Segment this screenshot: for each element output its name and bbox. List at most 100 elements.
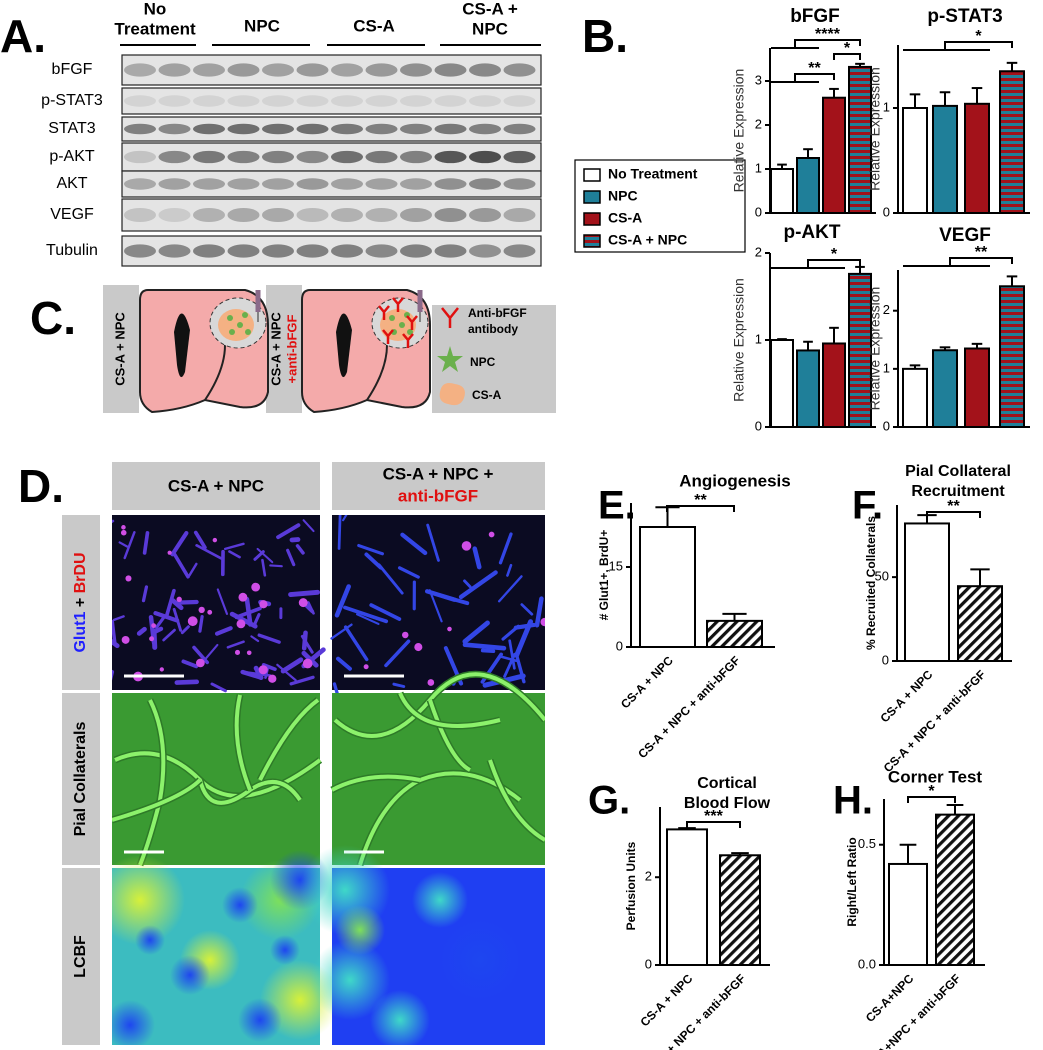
row-label-part: Glut1: [72, 612, 89, 653]
panel-letter: G.: [588, 779, 630, 823]
vessel-stain: [112, 669, 115, 681]
vessel-stain: [118, 541, 129, 548]
blot-band: [400, 63, 432, 77]
bar: [822, 342, 846, 429]
vessel-stain: [162, 628, 176, 642]
significance-bracket: [666, 505, 735, 512]
brdu-stain: [212, 537, 218, 543]
brdu-stain: [268, 674, 277, 683]
blot-band: [400, 123, 432, 135]
blot-band: [469, 150, 501, 164]
vessel-stain: [392, 682, 406, 688]
brdu-stain: [125, 575, 132, 582]
y-axis-label: Relative Expression: [867, 287, 883, 411]
blot-band: [434, 207, 467, 223]
blot-band: [158, 207, 191, 223]
row-label-part: LCBF: [72, 935, 89, 978]
blot-band: [503, 178, 536, 190]
vessel-stain: [269, 564, 283, 568]
blot-band: [193, 178, 225, 190]
heat-blob: [370, 990, 430, 1045]
vessel-stain: [330, 623, 353, 640]
blot-band: [193, 150, 225, 164]
panel-letter: B.: [582, 10, 628, 62]
blot-band: [158, 95, 191, 107]
vessel-stain: [180, 625, 190, 635]
vessel-stain: [153, 611, 180, 623]
key-label: Anti-bFGF: [468, 306, 527, 320]
blot-band: [503, 207, 536, 223]
group-header: Treatment: [114, 19, 196, 38]
vessel-stain: [288, 589, 321, 597]
blot-band: [158, 150, 191, 164]
blot-band: [503, 150, 536, 164]
significance-bracket: [907, 796, 956, 803]
y-tick-label: 3: [755, 72, 762, 87]
npc: [407, 329, 413, 335]
vessel-stain: [508, 639, 516, 670]
blot-band: [227, 207, 260, 223]
blot-band: [331, 207, 363, 223]
blot-band: [434, 178, 467, 190]
legend-box: [574, 159, 746, 253]
bar: [904, 522, 950, 662]
heat-blob: [238, 998, 282, 1042]
vessel-stain: [172, 607, 183, 632]
y-tick-label: 0: [645, 956, 652, 971]
brain: [139, 289, 269, 414]
blot-band: [503, 95, 536, 107]
vessel: [428, 699, 472, 772]
legend-swatch: [583, 234, 601, 248]
blot-band: [124, 244, 156, 258]
condition-label: CS-A + NPC: [268, 312, 283, 386]
x-tick-label: CS-A + NPC: [877, 667, 935, 725]
brdu-stain: [461, 541, 472, 551]
blot-band: [434, 244, 467, 258]
significance-bracket: [926, 511, 981, 518]
blot-band: [331, 244, 363, 258]
heat-blob: [440, 920, 520, 1000]
blot-band: [262, 244, 294, 258]
brdu-stain: [414, 643, 423, 652]
heat-blob: [412, 872, 468, 928]
blot-row-label: bFGF: [52, 61, 93, 78]
vessel-stain: [276, 523, 301, 540]
x-tick-label: CS-A + NPC: [618, 653, 676, 711]
vessel-stain: [384, 639, 411, 668]
bar: [822, 96, 846, 214]
blot-band: [262, 150, 294, 164]
blot-band: [262, 123, 294, 135]
blot-band: [124, 95, 156, 107]
vessel-stain: [369, 603, 402, 621]
vessel-stain: [181, 659, 199, 669]
vessel-stain: [112, 620, 117, 646]
vessel-stain: [343, 625, 369, 662]
blot-row-label: p-AKT: [49, 148, 95, 165]
y-tick-label: 0: [616, 638, 623, 653]
blot-strip: [121, 87, 542, 115]
bar: [932, 349, 958, 428]
vessel-stain: [257, 633, 281, 644]
blot-band: [158, 178, 191, 190]
bar: [666, 828, 708, 967]
group-header: CS-A: [353, 16, 395, 35]
panel-letter: C.: [30, 292, 76, 344]
significance-label: *: [831, 246, 838, 263]
vessel-stain: [234, 606, 262, 620]
brdu-stain: [187, 616, 198, 627]
y-axis-label: Right/Left Ratio: [845, 837, 859, 926]
y-axis-label: Relative Expression: [867, 67, 883, 191]
significance-label: ***: [704, 808, 723, 825]
npc: [389, 315, 395, 321]
key-label: antibody: [468, 322, 518, 336]
row-label: LCBF: [72, 935, 89, 978]
blot-band: [158, 63, 191, 77]
blot-band: [365, 244, 398, 258]
vessel-stain: [506, 563, 513, 577]
key-csa: [439, 383, 465, 406]
blot-band: [262, 63, 294, 77]
vessel-stain: [280, 657, 304, 674]
vessel-stain: [520, 603, 534, 616]
blot-band: [158, 123, 191, 135]
y-tick-label: 2: [755, 244, 762, 259]
